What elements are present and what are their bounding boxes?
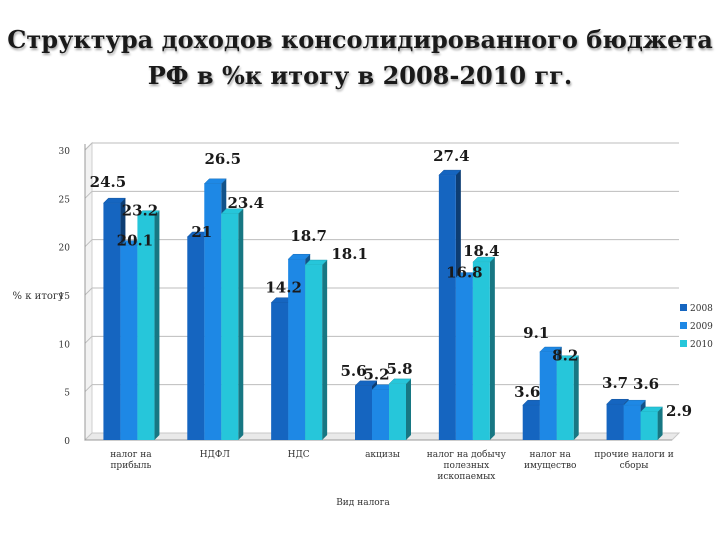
- legend-label: 2009: [690, 322, 713, 332]
- bar: [204, 183, 222, 441]
- y-tick-label: 0: [64, 437, 70, 447]
- bar: [271, 302, 289, 440]
- data-label: 24.5: [90, 173, 127, 191]
- chart-title-line-1: Структура доходов консолидированного бюд…: [7, 25, 713, 54]
- data-label: 3.7: [602, 374, 628, 392]
- y-tick-label: 20: [59, 244, 71, 254]
- bar: [556, 360, 574, 440]
- y-axis-label: % к итогу: [13, 291, 65, 302]
- data-label: 26.5: [205, 150, 242, 168]
- legend-swatch: [680, 322, 687, 329]
- legend-label: 2008: [690, 304, 713, 314]
- gridline-slant: [84, 384, 93, 393]
- data-label: 8.2: [552, 347, 578, 365]
- bar: [640, 411, 658, 440]
- data-label: 18.4: [463, 242, 500, 260]
- data-label: 21: [191, 223, 212, 241]
- bar: [606, 404, 624, 440]
- data-label: 23.4: [228, 194, 265, 212]
- x-tick-label-line: полезных: [444, 461, 490, 471]
- data-label: 20.1: [117, 232, 154, 250]
- data-label: 16.8: [446, 264, 483, 282]
- bar: [372, 389, 389, 440]
- bar: [522, 405, 540, 440]
- bar: [305, 265, 323, 440]
- data-label: 3.6: [633, 375, 659, 393]
- data-label: 18.7: [290, 227, 327, 245]
- bar: [438, 175, 456, 440]
- bar: [539, 352, 557, 440]
- gridline-slant: [84, 239, 93, 248]
- x-tick-label: НДФЛ: [200, 450, 231, 460]
- data-label: 3.6: [514, 383, 540, 401]
- bar-side: [657, 406, 663, 440]
- data-label: 5.2: [363, 366, 389, 384]
- bar: [455, 277, 473, 440]
- x-tick-label-line: НДФЛ: [200, 450, 231, 460]
- x-tick-label-line: прочие налоги и: [594, 450, 673, 460]
- x-tick-label: акцизы: [365, 450, 400, 460]
- bar-side: [154, 210, 160, 440]
- x-tick-label: прочие налоги и сборы: [594, 450, 673, 471]
- data-label: 14.2: [265, 279, 302, 297]
- bar: [389, 383, 406, 440]
- gridline-slant: [84, 142, 93, 151]
- chart-title: Структура доходов консолидированного бюд…: [0, 22, 720, 94]
- x-axis-title: Вид налога: [336, 498, 390, 508]
- gridline-slant: [84, 287, 93, 296]
- bar: [221, 213, 239, 440]
- data-label: 5.6: [340, 362, 366, 380]
- data-label: 23.2: [122, 202, 159, 220]
- bar: [472, 262, 490, 440]
- data-label: 27.4: [433, 147, 470, 165]
- bar-side: [238, 208, 244, 440]
- x-tick-label-line: налог на: [529, 450, 571, 460]
- y-tick-label: 25: [59, 195, 71, 205]
- x-tick-label-line: налог на: [110, 450, 152, 460]
- data-label: 5.8: [386, 360, 412, 378]
- y-tick-label: 5: [64, 389, 70, 399]
- bar: [137, 215, 155, 440]
- legend-label: 2010: [690, 340, 713, 350]
- bar-side: [322, 260, 328, 440]
- x-tick-label-line: налог на добычу: [427, 449, 507, 460]
- x-tick-label-line: прибыль: [110, 460, 151, 471]
- x-tick-label-line: ископаемых: [437, 472, 495, 482]
- gridline-slant: [84, 190, 93, 199]
- data-label: 9.1: [523, 324, 549, 342]
- data-label: 18.1: [331, 245, 368, 263]
- y-tick-label: 30: [59, 147, 71, 157]
- bar: [120, 245, 138, 440]
- bar: [103, 203, 121, 440]
- legend-swatch: [680, 304, 687, 311]
- legend-swatch: [680, 340, 687, 347]
- bar: [187, 237, 205, 440]
- bar: [288, 259, 306, 440]
- bar: [623, 405, 641, 440]
- bar-side: [489, 257, 495, 440]
- x-tick-label-line: акцизы: [365, 450, 400, 460]
- data-label: 2.9: [666, 402, 692, 420]
- y-tick-label: 15: [59, 292, 71, 302]
- bar-side: [406, 378, 411, 440]
- x-tick-label: налог на добычу полезных ископаемых: [427, 449, 507, 482]
- x-tick-label-line: имущество: [524, 461, 577, 471]
- x-tick-label-line: сборы: [620, 460, 649, 471]
- chart-title-line-2: РФ в %к итогу в 2008-2010 гг.: [147, 61, 573, 90]
- y-tick-label: 10: [59, 340, 71, 350]
- x-tick-label: налог на имущество: [524, 450, 577, 471]
- x-tick-label: НДС: [288, 450, 310, 460]
- bar-side: [573, 355, 579, 440]
- x-tick-label: налог на прибыль: [110, 450, 152, 471]
- x-tick-label-line: НДС: [288, 450, 310, 460]
- gridline-slant: [84, 335, 93, 344]
- bar: [355, 385, 372, 440]
